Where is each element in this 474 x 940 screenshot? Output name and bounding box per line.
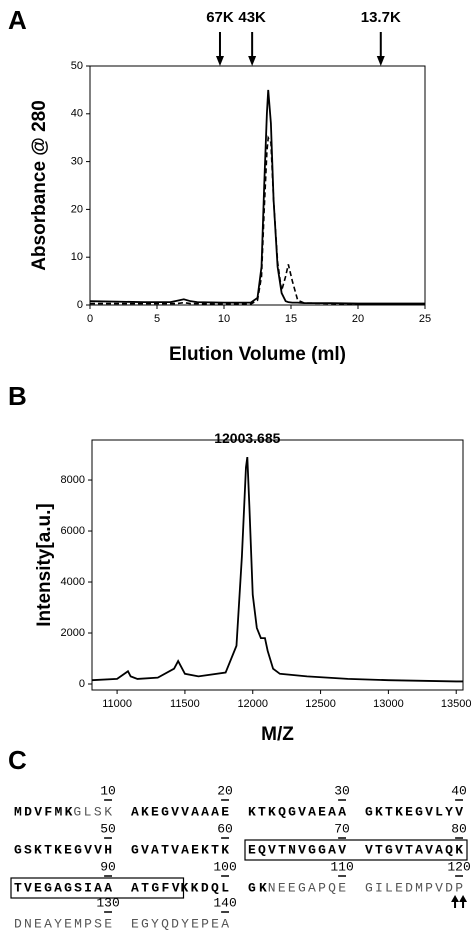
residue-number: 30	[334, 783, 350, 798]
residue-number: 120	[447, 859, 470, 874]
cleavage-arrowhead	[459, 895, 468, 902]
residue-number: 70	[334, 821, 350, 836]
y-tick-label: 40	[71, 108, 83, 120]
marker-arrowhead	[376, 56, 385, 66]
sequence-segment: GILEDMPVDP	[365, 880, 463, 895]
residue-number: 80	[451, 821, 467, 836]
x-tick-label: 0	[87, 313, 93, 325]
sequence-segment: VTGVTAVAQK	[365, 842, 463, 857]
marker-label: 67K	[206, 9, 234, 26]
x-tick-label: 13500	[441, 698, 472, 710]
sequence-segment: DNEAYEMPSE	[14, 916, 112, 931]
sequence-segment: MDVFMK	[14, 804, 73, 819]
data-line	[91, 456, 463, 683]
residue-number: 140	[213, 895, 236, 910]
sequence-segment: GK	[248, 880, 267, 895]
sequence-box	[244, 839, 468, 861]
sequence-box	[10, 877, 185, 899]
data-line	[89, 89, 425, 305]
sequence-segment: EQVTNVGGAV	[248, 842, 346, 857]
y-tick-label: 4000	[61, 576, 85, 588]
y-tick-label: 30	[71, 156, 83, 168]
sequence-segment: GVATVAEKTK	[131, 842, 229, 857]
y-tick-label: 2000	[61, 627, 85, 639]
residue-number: 20	[217, 783, 233, 798]
residue-number: 100	[213, 859, 236, 874]
sequence-segment: EGYQDYEPEA	[131, 916, 229, 931]
x-tick-label: 13000	[373, 698, 404, 710]
y-tick-label: 6000	[61, 525, 85, 537]
residue-number: 40	[451, 783, 467, 798]
x-tick-label: 25	[419, 313, 431, 325]
y-tick-label: 50	[71, 60, 83, 72]
x-tick-label: 20	[352, 313, 364, 325]
marker-arrowhead	[248, 56, 257, 66]
x-tick-label: 5	[154, 313, 160, 325]
sequence-segment: GKTKEGVLYV	[365, 804, 463, 819]
sequence-segment: NEEGAPQE	[268, 880, 346, 895]
y-axis-title: Absorbance @ 280	[29, 100, 50, 271]
y-tick-label: 0	[79, 678, 85, 690]
marker-label: 13.7K	[361, 9, 401, 26]
residue-number: 10	[100, 783, 116, 798]
residue-number: 130	[96, 895, 119, 910]
sequence-segment: AKEGVVAAAE	[131, 804, 229, 819]
residue-number: 50	[100, 821, 116, 836]
sequence-segment: KTKQGVAEAA	[248, 804, 346, 819]
residue-number: 60	[217, 821, 233, 836]
x-tick-label: 15	[285, 313, 297, 325]
residue-number: 90	[100, 859, 116, 874]
x-tick-label: 12500	[305, 698, 336, 710]
y-tick-label: 10	[71, 251, 83, 263]
y-tick-label: 20	[71, 203, 83, 215]
sequence-segment: TVEGAGSIAA	[14, 880, 112, 895]
marker-arrowhead	[215, 56, 224, 66]
sequence-segment: KKDQL	[181, 880, 230, 895]
x-tick-label: 11000	[102, 698, 132, 710]
plot-frame	[89, 65, 426, 306]
x-axis-title: Elution Volume (ml)	[169, 344, 346, 365]
x-tick-label: 11500	[170, 698, 200, 710]
x-axis-title: M/Z	[261, 724, 294, 745]
y-tick-label: 0	[77, 299, 83, 311]
x-tick-label: 10	[218, 313, 230, 325]
marker-label: 43K	[238, 9, 266, 26]
sequence-segment: GSKTKEGVVH	[14, 842, 112, 857]
peak-label: 12003.685	[214, 430, 280, 446]
cleavage-arrowhead	[451, 895, 460, 902]
x-tick-label: 12000	[237, 698, 268, 710]
panel-label: C	[8, 745, 27, 775]
panel-label: B	[8, 381, 27, 411]
residue-number: 110	[330, 859, 353, 874]
y-tick-label: 8000	[61, 474, 85, 486]
y-axis-title: Intensity[a.u.]	[34, 503, 55, 627]
data-line	[90, 135, 425, 305]
sequence-segment: GLSK	[73, 804, 112, 819]
plot-frame	[91, 439, 464, 691]
sequence-segment: ATGFV	[131, 880, 180, 895]
panel-label: A	[8, 5, 27, 35]
